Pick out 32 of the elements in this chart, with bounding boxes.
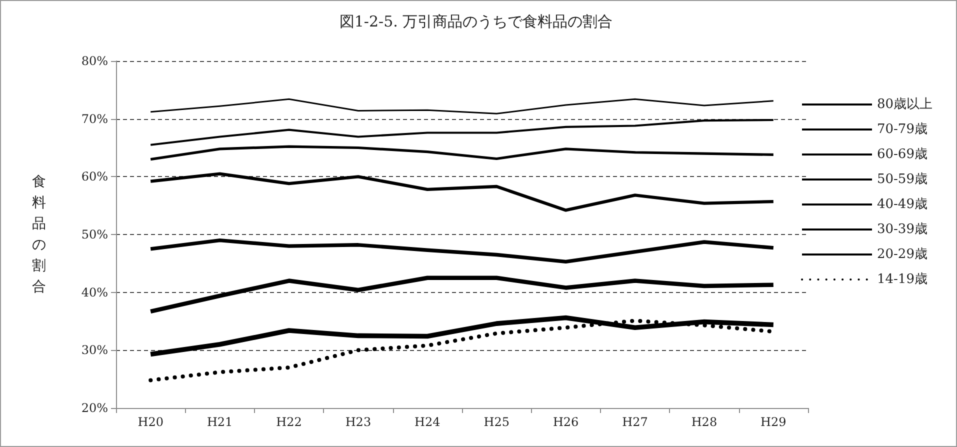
text: 50-59歳 bbox=[877, 172, 928, 187]
line-series bbox=[150, 118, 774, 146]
x-tick-label: H24 bbox=[414, 415, 441, 429]
line-series bbox=[150, 98, 774, 114]
x-tick-label: H29 bbox=[760, 415, 786, 429]
x-tick-label: H21 bbox=[206, 415, 233, 429]
chart-title: 図1-2-5. 万引商品のうちで食料品の割合 bbox=[339, 12, 613, 30]
text: 14-19歳 bbox=[877, 272, 928, 287]
y-tick-label: 50% bbox=[81, 228, 108, 242]
x-tick-label: H23 bbox=[345, 415, 372, 429]
x-tick-label: H27 bbox=[622, 415, 648, 429]
x-tick-label: H20 bbox=[138, 415, 164, 429]
y-tick-label: 60% bbox=[81, 170, 108, 184]
y-tick-label: 20% bbox=[81, 401, 108, 415]
x-tick-label: H26 bbox=[552, 415, 579, 429]
line-series bbox=[149, 172, 775, 212]
x-tick-label: H28 bbox=[691, 415, 718, 429]
y-axis-title: 食料品の割合 bbox=[32, 174, 46, 295]
text: 40-49歳 bbox=[877, 197, 928, 212]
text: 70-79歳 bbox=[877, 122, 928, 137]
y-tick-label: 80% bbox=[81, 54, 108, 68]
text: 20-29歳 bbox=[877, 247, 928, 262]
y-tick-label: 30% bbox=[81, 343, 108, 358]
text: 80歳以上 bbox=[877, 97, 933, 112]
line-series bbox=[148, 238, 776, 264]
text: 60-69歳 bbox=[877, 147, 928, 162]
y-tick-label: 70% bbox=[81, 112, 108, 126]
x-tick-label: H22 bbox=[276, 415, 302, 429]
y-tick-label: 40% bbox=[81, 285, 108, 300]
line-series bbox=[149, 145, 775, 161]
x-tick-label: H25 bbox=[484, 415, 510, 429]
text: 30-39歳 bbox=[877, 222, 928, 237]
